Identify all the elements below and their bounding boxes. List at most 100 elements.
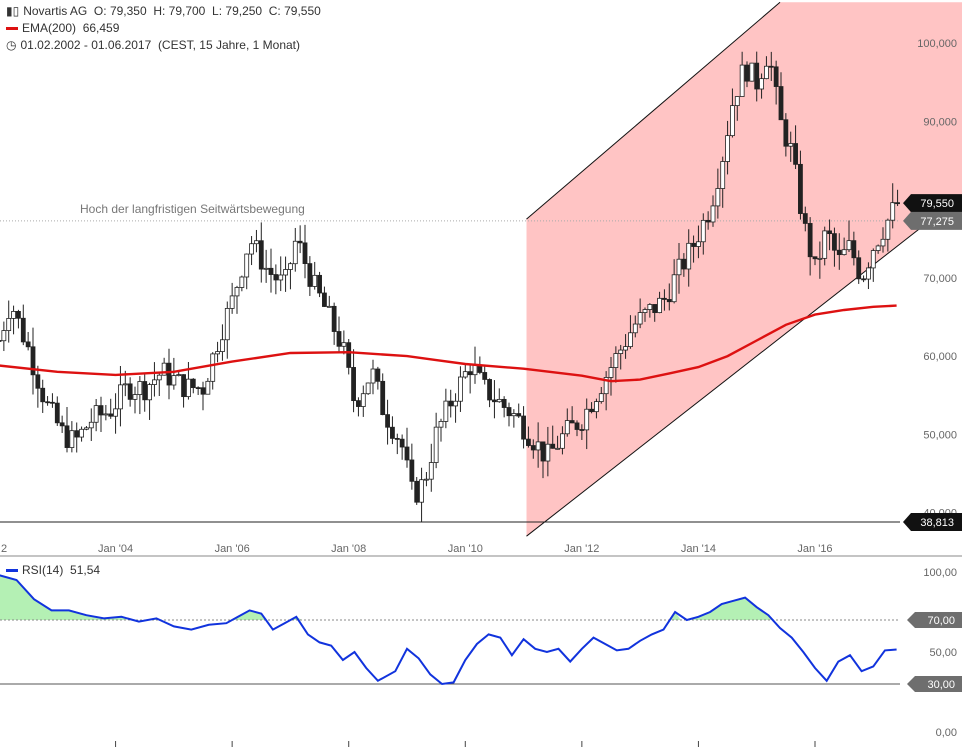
- rsi-level-badge-1: [907, 676, 962, 692]
- candle-body: [93, 405, 99, 423]
- candle-body: [200, 387, 206, 395]
- candle-body: [234, 287, 240, 297]
- candle-body: [186, 378, 191, 398]
- candle-body: [521, 415, 526, 440]
- ema-label: EMA(200): [22, 21, 77, 35]
- candle-body: [45, 401, 50, 404]
- candle-body: [589, 408, 594, 413]
- candle-body: [229, 295, 235, 309]
- rsi-level-badge-0: [907, 612, 962, 628]
- candle-body: [681, 258, 687, 270]
- period-info: ◷ 01.02.2002 - 01.06.2017 (CEST, 15 Jahre…: [6, 38, 300, 52]
- instrument-name: Novartis AG: [23, 4, 88, 18]
- candle-body: [754, 62, 760, 90]
- candle-body: [856, 257, 862, 280]
- price-badge-2: [903, 513, 962, 531]
- candle-body: [861, 278, 866, 281]
- period-detail: (CEST, 15 Jahre, 1 Monat): [157, 38, 300, 52]
- candle-body: [302, 242, 308, 264]
- candle-body: [705, 219, 711, 223]
- price-badge-1: [903, 211, 962, 230]
- candle-body: [156, 374, 162, 381]
- candle-body: [870, 250, 876, 269]
- ohlc-header: ▮▯ Novartis AG O: 79,350 H: 79,700 L: 79,…: [6, 4, 321, 18]
- candle-body: [263, 267, 269, 270]
- candle-body: [458, 376, 463, 402]
- candle-body: [759, 78, 764, 90]
- candle-body: [467, 371, 473, 376]
- candle-body: [79, 428, 84, 438]
- ema-legend-swatch: [6, 27, 18, 31]
- candle-body: [317, 274, 322, 294]
- candle-body: [657, 297, 662, 314]
- candle-body: [462, 371, 468, 378]
- rsi-value: 51,54: [70, 563, 101, 577]
- candle-body: [258, 240, 264, 270]
- candle-body: [166, 362, 172, 386]
- y-tick-label: 60,000: [923, 351, 957, 363]
- candle-body: [482, 372, 488, 380]
- candle-body: [16, 311, 21, 319]
- candle-body: [25, 341, 31, 348]
- candle-body: [594, 401, 599, 413]
- candle-body: [618, 349, 624, 354]
- candle-body: [351, 367, 356, 402]
- candle-body: [802, 213, 808, 224]
- candle-body: [632, 323, 638, 334]
- x-tick-label: Jan '08: [331, 543, 366, 555]
- candle-body: [526, 438, 531, 446]
- trend-channel-fill: [526, 2, 962, 537]
- candle-body: [662, 297, 667, 300]
- candle-body: [390, 426, 395, 439]
- candlestick-icon: ▮▯: [6, 4, 20, 18]
- candle-body: [783, 119, 789, 147]
- candle-body: [433, 426, 439, 463]
- candle-body: [511, 413, 517, 417]
- candle-body: [108, 413, 114, 417]
- candle-body: [59, 422, 65, 427]
- candle-body: [132, 394, 138, 400]
- high-label: H:: [153, 4, 166, 18]
- x-tick-label: Jan '12: [564, 543, 599, 555]
- candle-body: [113, 408, 118, 417]
- candle-body: [69, 430, 75, 448]
- ema-200-line: [0, 304, 897, 383]
- candle-body: [812, 256, 818, 260]
- candle-body: [832, 233, 837, 251]
- candle-body: [74, 430, 80, 438]
- candle-body: [798, 163, 803, 214]
- candle-body: [764, 65, 769, 80]
- candle-body: [652, 304, 658, 314]
- candle-body: [312, 274, 318, 287]
- candle-body: [749, 62, 755, 82]
- candle-body: [623, 346, 628, 351]
- candle-body: [487, 379, 492, 401]
- x-tick-label: Jan '10: [448, 543, 483, 555]
- candle-body: [516, 413, 522, 417]
- candle-body: [283, 269, 288, 276]
- candle-body: [574, 422, 580, 430]
- candle-body: [598, 393, 604, 402]
- candle-body: [768, 65, 774, 68]
- candle-body: [647, 304, 653, 310]
- candle-body: [424, 478, 429, 481]
- candle-body: [322, 292, 327, 307]
- candle-body: [628, 332, 633, 348]
- candle-body: [880, 238, 886, 247]
- open-value: 79,350: [109, 4, 147, 18]
- rsi-y-tick-label: 100,00: [923, 567, 957, 579]
- y-tick-label: 100,000: [917, 38, 957, 50]
- candle-body: [190, 378, 196, 389]
- candle-body: [730, 105, 735, 137]
- candle-body: [501, 398, 507, 408]
- candle-body: [84, 427, 89, 430]
- candle-body: [0, 340, 2, 342]
- candle-body: [118, 384, 123, 410]
- candle-body: [671, 274, 677, 303]
- y-tick-label: 90,000: [923, 116, 957, 128]
- price-badge-label: 79,550: [920, 198, 954, 210]
- rsi-level-badge-label: 30,00: [927, 679, 955, 691]
- candle-body: [866, 267, 871, 280]
- rsi-level-badge-label: 70,00: [927, 615, 955, 627]
- candle-body: [278, 274, 284, 281]
